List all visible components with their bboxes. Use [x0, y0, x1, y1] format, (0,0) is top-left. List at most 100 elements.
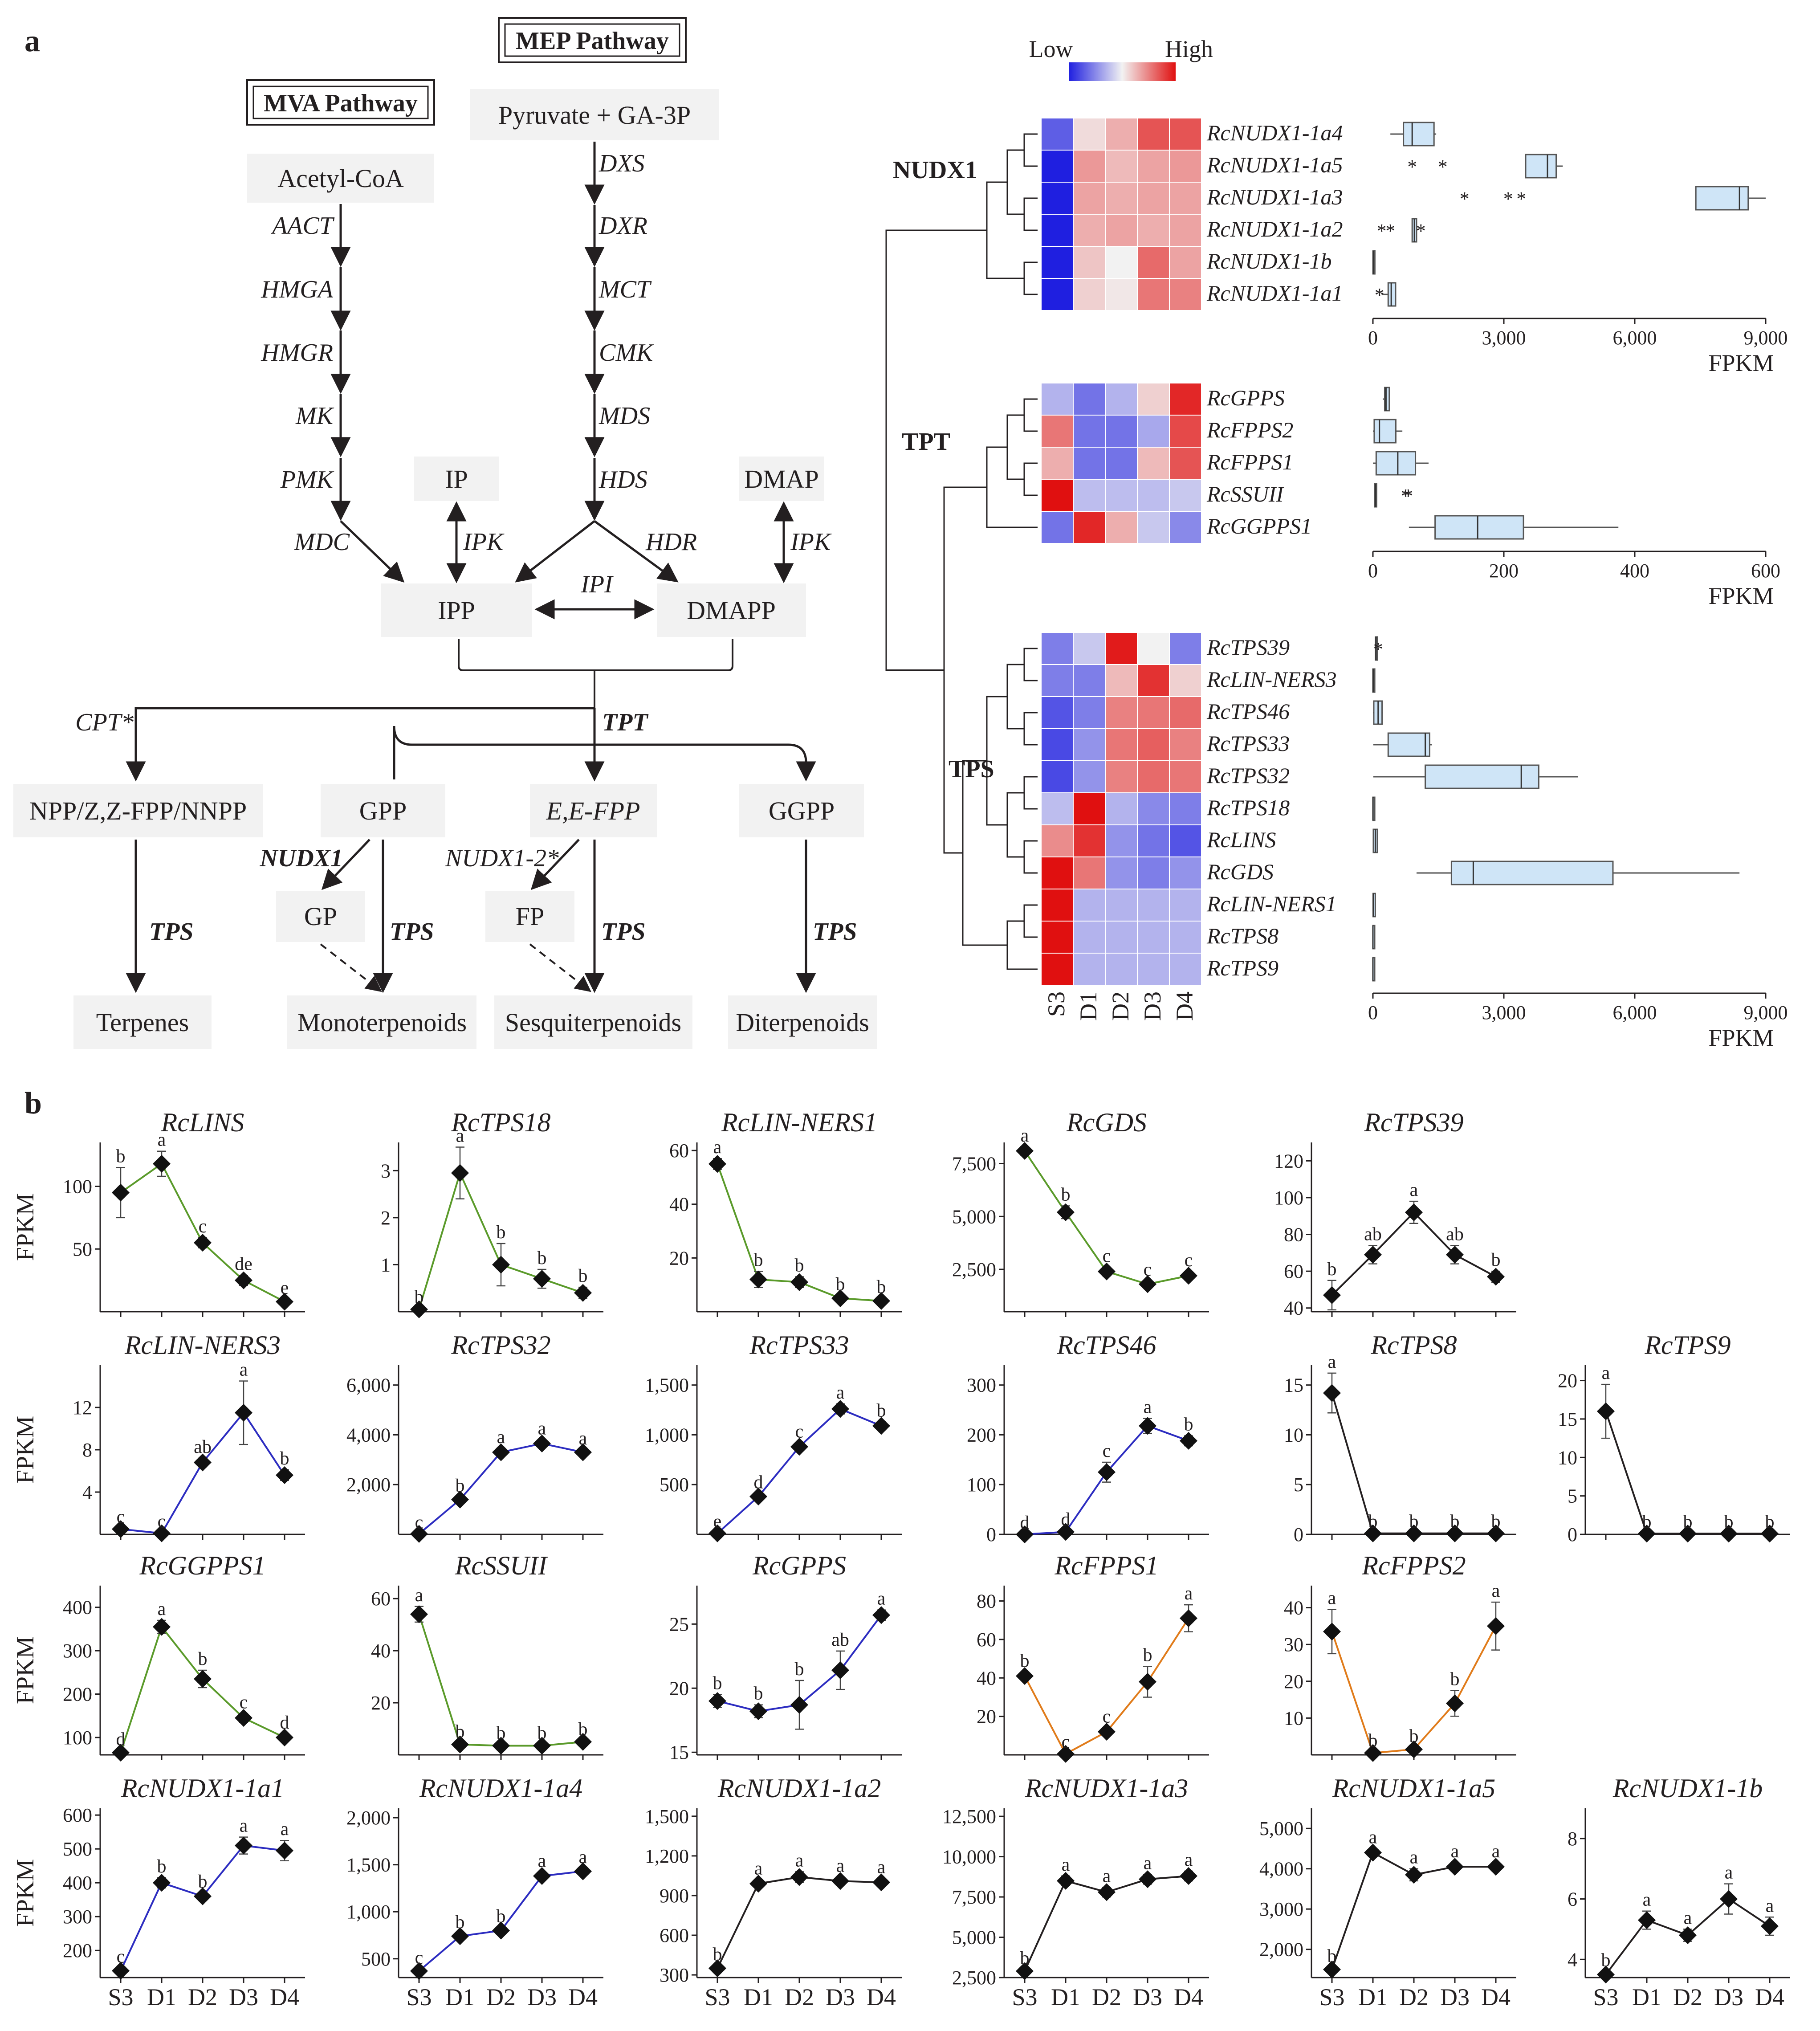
enzyme-tpt: TPT — [602, 709, 649, 736]
mva-title-box — [246, 79, 435, 126]
line-chart: RcLIN-NERS1 20 40 60 a b b b b — [669, 1108, 902, 1317]
chart-title: RcNUDX1-1a4 — [419, 1774, 583, 1803]
data-point — [574, 1284, 592, 1302]
y-tick-label: 120 — [1274, 1150, 1303, 1172]
data-point — [1761, 1917, 1779, 1935]
boxplot-tick-label: 3,000 — [1482, 1002, 1526, 1024]
boxplot-tick-label: 200 — [1489, 560, 1519, 582]
data-point — [708, 1959, 726, 1978]
heatmap-cell — [1041, 728, 1074, 761]
data-point — [1139, 1417, 1156, 1435]
y-tick-label: 60 — [1284, 1260, 1303, 1282]
enzyme-tps-3: TPS — [601, 918, 646, 946]
data-point — [1016, 1525, 1034, 1543]
y-tick-label: 0 — [1294, 1524, 1303, 1546]
y-tick-label: 5,000 — [952, 1206, 996, 1228]
data-point — [831, 1400, 849, 1418]
y-tick-label: 0 — [1568, 1524, 1577, 1546]
chart-title: RcGPPS — [752, 1551, 846, 1580]
y-tick-label: 400 — [63, 1872, 92, 1894]
enzyme-dxr: DXR — [599, 212, 647, 240]
heatmap-cell — [1169, 479, 1202, 512]
y-tick-label: 100 — [1274, 1187, 1303, 1209]
significance-letter: ab — [1446, 1224, 1464, 1244]
heatmap-cell — [1073, 511, 1106, 544]
heatmap-cell — [1073, 118, 1106, 151]
data-point — [574, 1862, 592, 1880]
y-tick-label: 2,000 — [1259, 1939, 1303, 1961]
significance-letter: a — [877, 1857, 886, 1877]
npp-box — [13, 784, 263, 837]
x-tick-label: D4 — [270, 1984, 299, 2011]
heatmap-cell — [1105, 246, 1138, 279]
significance-letter: d — [116, 1729, 126, 1750]
dendrogram-branch — [986, 181, 1024, 279]
significance-letter: ab — [831, 1630, 849, 1650]
heatmap-cell — [1169, 511, 1202, 544]
data-point — [708, 1155, 726, 1173]
data-point — [1057, 1745, 1075, 1763]
npp-label: NPP/Z,Z-FPP/NNPP — [29, 796, 247, 825]
acetyl-coa-label: Acetyl-CoA — [277, 164, 404, 193]
heatmap-group-label: NUDX1 — [893, 156, 977, 184]
significance-letter: b — [1765, 1512, 1775, 1532]
heatmap-gene-label: RcNUDX1-1a2 — [1206, 216, 1343, 241]
x-tick-label: D3 — [826, 1984, 855, 2011]
significance-letter: b — [116, 1146, 126, 1166]
data-point — [1098, 1723, 1116, 1741]
dendrogram-branch — [943, 486, 987, 854]
x-tick-label: S3 — [406, 1984, 432, 2011]
x-tick-label: D4 — [1481, 1984, 1511, 2011]
data-point — [1098, 1262, 1116, 1281]
enzyme-hds: HDS — [599, 466, 647, 493]
heatmap-cell — [1073, 889, 1106, 922]
data-point — [1323, 1623, 1341, 1641]
data-point — [574, 1733, 592, 1751]
heatmap-gene-label: RcTPS18 — [1206, 795, 1290, 820]
terpenes-label: Terpenes — [96, 1008, 189, 1037]
significance-letter: a — [579, 1847, 587, 1868]
data-point — [1405, 1524, 1423, 1542]
y-tick-label: 2,500 — [952, 1967, 996, 1989]
significance-letter: a — [158, 1130, 166, 1150]
line-chart: RcSSUII 20 40 60 a b b b b — [371, 1551, 603, 1760]
data-point — [1098, 1883, 1116, 1901]
significance-letter: a — [1492, 1581, 1500, 1601]
data-point — [1180, 1867, 1197, 1885]
significance-letter: b — [198, 1649, 208, 1669]
heatmap-cell — [1105, 383, 1138, 416]
significance-letter: a — [877, 1589, 886, 1609]
dmapp-label: DMAPP — [687, 596, 776, 625]
boxplot-box — [1384, 387, 1390, 412]
heatmap-cell — [1105, 664, 1138, 697]
significance-letter: b — [198, 1872, 208, 1892]
data-point — [451, 1164, 469, 1182]
heatmap-cell — [1169, 278, 1202, 311]
dendrogram-branch — [1023, 904, 1038, 938]
dendrogram-branch — [1023, 648, 1038, 681]
heatmap-gene-label: RcTPS9 — [1206, 955, 1278, 980]
y-tick-label: 1,200 — [645, 1845, 689, 1867]
significance-letter: a — [1369, 1827, 1377, 1847]
y-tick-label: 5 — [1294, 1474, 1303, 1496]
y-tick-label: 8 — [82, 1439, 92, 1461]
chart-title: RcTPS18 — [451, 1108, 550, 1137]
heatmap-cell — [1073, 479, 1106, 512]
significance-letter: a — [1410, 1180, 1418, 1200]
y-tick-label: 5,000 — [1259, 1818, 1303, 1839]
heatmap-cell — [1105, 511, 1138, 544]
boxplot-box — [1425, 764, 1539, 789]
x-tick-label: D1 — [1051, 1984, 1080, 2011]
enzyme-tps-4: TPS — [813, 918, 857, 946]
x-tick-label: S3 — [1319, 1984, 1344, 2011]
significance-letter: c — [117, 1947, 125, 1967]
significance-letter: b — [1409, 1726, 1419, 1746]
heatmap-gene-label: RcLIN-NERS3 — [1206, 667, 1337, 692]
enzyme-cmk: CMK — [599, 339, 654, 367]
heatmap-cell — [1169, 383, 1202, 416]
boxplot-box — [1434, 515, 1524, 540]
heatmap-cell — [1041, 415, 1074, 448]
y-tick-label: 40 — [977, 1667, 996, 1689]
y-axis-label: FPKM — [12, 1636, 39, 1705]
significance-letter: a — [456, 1126, 464, 1146]
